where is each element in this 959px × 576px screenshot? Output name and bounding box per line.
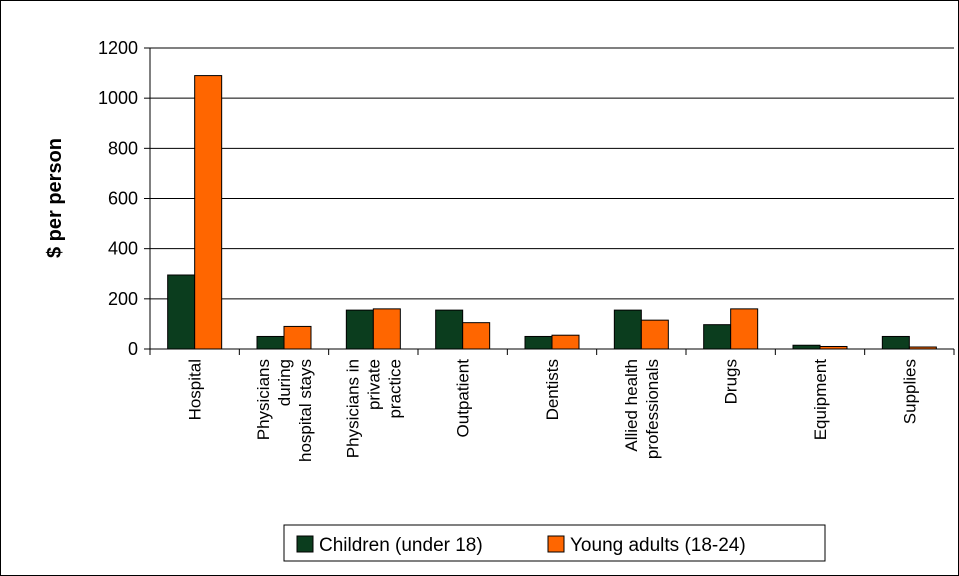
bar-children (345, 309, 374, 350)
bar-young-adults (551, 334, 580, 350)
legend: Children (under 18) Young adults (18-24) (283, 524, 826, 562)
axes (149, 48, 955, 355)
bar-children (792, 344, 821, 350)
x-category-label: Physicians in private practice (343, 359, 404, 458)
legend-swatch-young-adults (547, 535, 565, 553)
bar-young-adults (194, 75, 223, 350)
bar-children (167, 274, 196, 350)
x-category-label: Dentists (543, 359, 562, 420)
gridlines (144, 47, 954, 350)
x-category-labels: Hospital Physicians during hospital stays Ph… (186, 359, 920, 462)
bar-children (881, 335, 910, 350)
bars (167, 75, 937, 350)
y-tick-label: 800 (108, 138, 138, 158)
y-tick-label: 200 (108, 289, 138, 309)
x-category-label: Physicians during hospital stays (254, 359, 315, 462)
x-category-label: Hospital (186, 359, 205, 420)
x-category-label: Drugs (722, 359, 741, 404)
x-category-label: Allied health professionals (622, 359, 662, 459)
bar-young-adults (640, 319, 669, 350)
bar-children (613, 309, 642, 350)
bar-young-adults (462, 322, 491, 350)
bar-children (703, 324, 732, 350)
x-category-label: Supplies (900, 359, 919, 424)
bar-young-adults (372, 308, 401, 350)
x-category-label: Equipment (811, 359, 830, 441)
y-tick-label: 0 (128, 339, 138, 359)
y-tick-label: 1000 (98, 88, 138, 108)
y-axis-label: $ per person (44, 138, 66, 258)
y-tick-labels: 0 200 400 600 800 1000 1200 (98, 38, 138, 359)
legend-label-children: Children (under 18) (319, 535, 483, 556)
y-tick-label: 1200 (98, 38, 138, 58)
x-category-label: Outpatient (454, 359, 473, 438)
bar-young-adults (283, 325, 312, 350)
bar-children (524, 335, 553, 350)
y-tick-label: 600 (108, 189, 138, 209)
legend-label-young-adults: Young adults (18-24) (570, 535, 746, 556)
legend-swatch-children (296, 535, 314, 553)
bar-young-adults (730, 308, 759, 350)
y-tick-label: 400 (108, 239, 138, 259)
bar-children (256, 335, 285, 350)
bar-children (435, 309, 464, 350)
